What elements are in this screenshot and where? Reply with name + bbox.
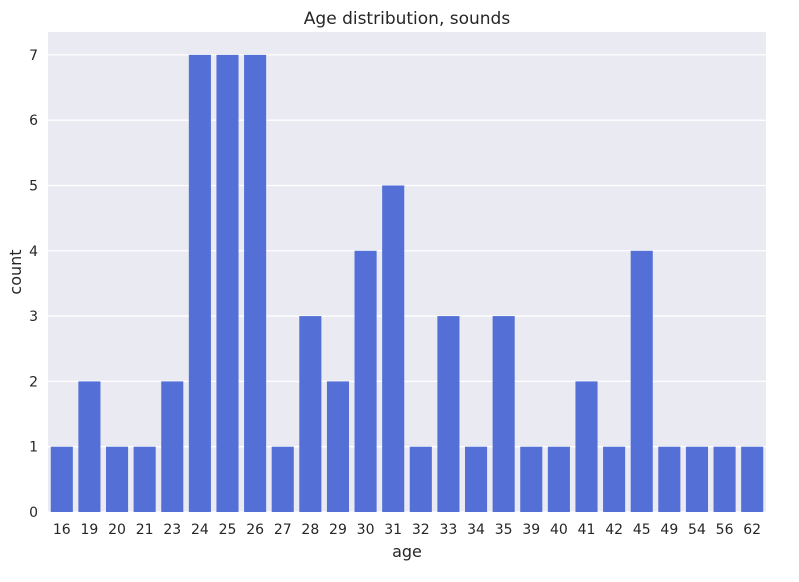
y-tick-label: 4 [29,244,38,260]
bar-age-24 [188,54,211,512]
x-tick-label: 35 [495,522,513,538]
x-axis-label: age [392,542,422,561]
bar-age-19 [78,381,101,512]
bar-age-30 [354,250,377,512]
bar-age-26 [244,54,267,512]
bar-age-54 [685,446,709,512]
bar-age-56 [713,446,736,512]
y-tick-label: 0 [29,505,38,521]
y-tick-label: 7 [29,48,38,64]
x-tick-label: 31 [384,522,402,538]
bar-age-21 [133,446,156,512]
bar-age-29 [326,381,350,512]
x-tick-label: 26 [246,522,264,538]
x-tick-label: 32 [412,522,430,538]
x-tick-label: 19 [81,522,99,538]
y-tick-label: 3 [29,309,38,325]
x-tick-label: 29 [329,522,347,538]
bar-age-31 [382,185,405,512]
x-tick-label: 21 [136,522,154,538]
x-tick-label: 42 [605,522,623,538]
x-tick-label: 28 [301,522,319,538]
y-tick-label: 1 [29,440,38,456]
x-tick-label: 49 [660,522,678,538]
x-tick-label: 20 [108,522,126,538]
bar-age-16 [50,446,73,512]
x-tick-label: 56 [716,522,734,538]
bar-age-49 [658,446,681,512]
bar-age-33 [437,316,460,512]
bar-age-32 [409,446,432,512]
bar-age-41 [575,381,598,512]
y-axis-label: count [6,249,25,294]
bars [50,54,764,512]
bar-age-28 [299,316,322,512]
plot-area [48,32,766,512]
y-tick-labels: 0 1 2 3 4 5 6 7 [29,48,38,521]
x-tick-label: 23 [163,522,181,538]
bar-age-27 [271,446,294,512]
bar-age-35 [492,316,515,512]
y-tick-label: 6 [29,113,38,129]
y-tick-label: 2 [29,374,38,390]
bar-age-23 [161,381,184,512]
x-tick-label: 25 [219,522,237,538]
bar-age-40 [547,446,570,512]
x-tick-label: 24 [191,522,209,538]
x-tick-label: 54 [688,522,706,538]
bar-age-42 [603,446,626,512]
x-tick-label: 41 [578,522,596,538]
x-tick-label: 16 [53,522,71,538]
x-tick-label: 34 [467,522,485,538]
x-tick-label: 39 [522,522,540,538]
bar-age-39 [520,446,543,512]
bar-age-25 [216,54,239,512]
bar-age-45 [630,250,653,512]
chart-title: Age distribution, sounds [304,9,511,29]
bar-age-20 [105,446,129,512]
x-tick-label: 40 [550,522,568,538]
y-tick-label: 5 [29,178,38,194]
x-tick-label: 62 [743,522,761,538]
bar-age-34 [464,446,488,512]
x-tick-labels: 16 19 20 21 23 24 25 26 27 28 29 30 31 32 33 34 35 39 40 41… [53,522,761,538]
x-tick-label: 30 [357,522,375,538]
x-tick-label: 27 [274,522,292,538]
x-tick-label: 33 [440,522,458,538]
x-tick-label: 45 [633,522,651,538]
bar-age-62 [741,446,764,512]
